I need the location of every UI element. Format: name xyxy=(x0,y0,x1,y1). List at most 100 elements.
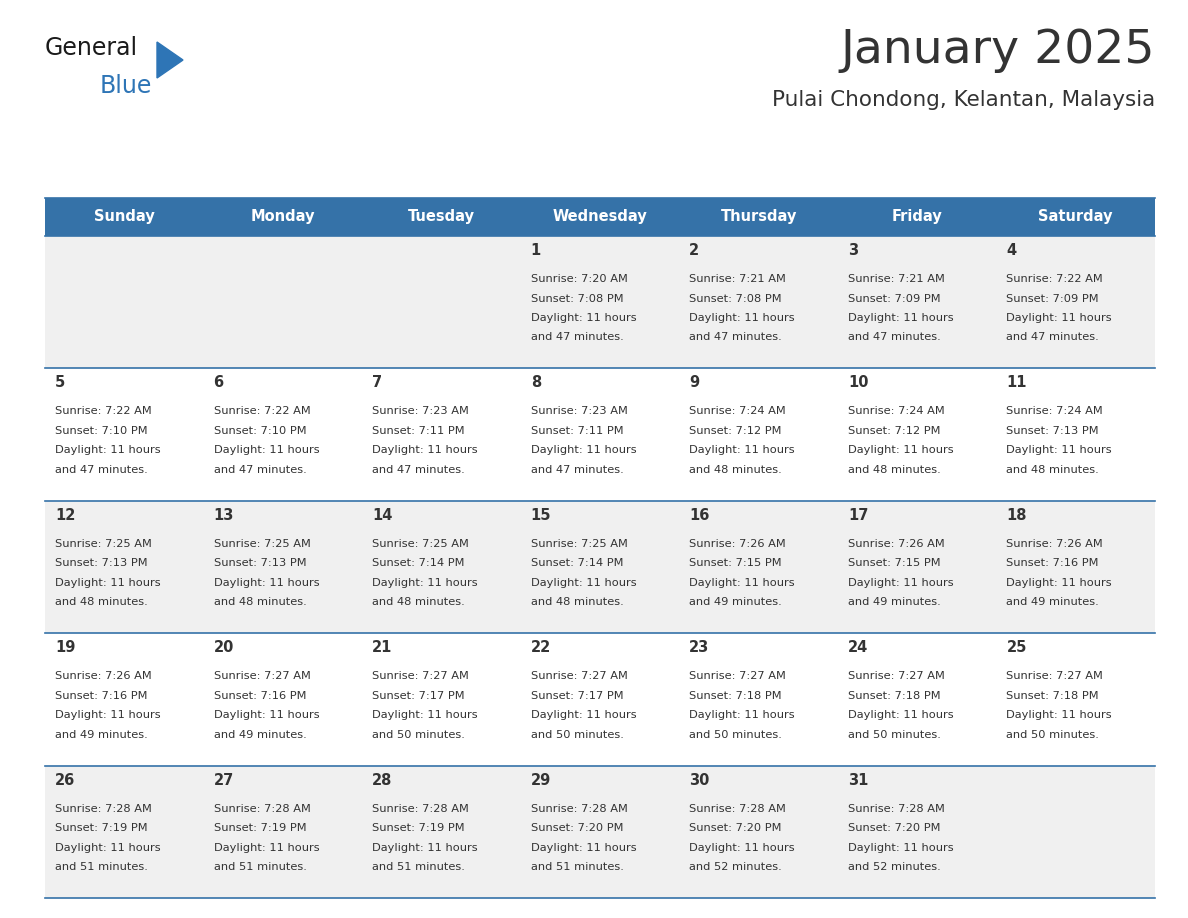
Text: and 50 minutes.: and 50 minutes. xyxy=(531,730,624,740)
Text: Sunrise: 7:28 AM: Sunrise: 7:28 AM xyxy=(531,803,627,813)
Text: Daylight: 11 hours: Daylight: 11 hours xyxy=(531,711,637,721)
Text: and 52 minutes.: and 52 minutes. xyxy=(848,862,941,872)
Text: Sunset: 7:17 PM: Sunset: 7:17 PM xyxy=(531,690,624,700)
Text: and 47 minutes.: and 47 minutes. xyxy=(848,332,941,342)
Bar xyxy=(362,198,520,236)
Text: Thursday: Thursday xyxy=(720,209,797,225)
Text: 19: 19 xyxy=(55,640,75,655)
Text: January 2025: January 2025 xyxy=(840,28,1155,73)
Bar xyxy=(45,368,1155,501)
Bar xyxy=(45,766,1155,898)
Text: 8: 8 xyxy=(531,375,541,390)
Text: 20: 20 xyxy=(214,640,234,655)
Text: and 48 minutes.: and 48 minutes. xyxy=(55,598,147,608)
Text: Sunset: 7:20 PM: Sunset: 7:20 PM xyxy=(531,823,624,834)
Text: Sunset: 7:11 PM: Sunset: 7:11 PM xyxy=(531,426,624,436)
Text: 18: 18 xyxy=(1006,508,1026,522)
Text: Daylight: 11 hours: Daylight: 11 hours xyxy=(689,445,795,455)
Text: Sunset: 7:20 PM: Sunset: 7:20 PM xyxy=(848,823,941,834)
Text: 30: 30 xyxy=(689,773,709,788)
Text: and 49 minutes.: and 49 minutes. xyxy=(214,730,307,740)
Text: Sunrise: 7:28 AM: Sunrise: 7:28 AM xyxy=(55,803,152,813)
Text: Sunset: 7:12 PM: Sunset: 7:12 PM xyxy=(689,426,782,436)
Text: Sunrise: 7:23 AM: Sunrise: 7:23 AM xyxy=(372,407,469,417)
Text: Sunrise: 7:21 AM: Sunrise: 7:21 AM xyxy=(689,274,786,284)
Text: Daylight: 11 hours: Daylight: 11 hours xyxy=(848,445,954,455)
Text: Sunset: 7:14 PM: Sunset: 7:14 PM xyxy=(531,558,624,568)
Text: and 50 minutes.: and 50 minutes. xyxy=(689,730,782,740)
Text: Daylight: 11 hours: Daylight: 11 hours xyxy=(214,843,320,853)
Text: 12: 12 xyxy=(55,508,75,522)
Text: Saturday: Saturday xyxy=(1038,209,1113,225)
Text: Pulai Chondong, Kelantan, Malaysia: Pulai Chondong, Kelantan, Malaysia xyxy=(772,90,1155,110)
Text: 25: 25 xyxy=(1006,640,1026,655)
Text: Blue: Blue xyxy=(100,74,152,98)
Text: Daylight: 11 hours: Daylight: 11 hours xyxy=(848,577,954,588)
Text: Sunrise: 7:22 AM: Sunrise: 7:22 AM xyxy=(214,407,310,417)
Text: and 49 minutes.: and 49 minutes. xyxy=(55,730,147,740)
Text: Sunset: 7:17 PM: Sunset: 7:17 PM xyxy=(372,690,465,700)
Bar xyxy=(838,198,997,236)
Text: Sunrise: 7:27 AM: Sunrise: 7:27 AM xyxy=(848,671,944,681)
Text: 10: 10 xyxy=(848,375,868,390)
Text: 28: 28 xyxy=(372,773,392,788)
Text: Sunset: 7:09 PM: Sunset: 7:09 PM xyxy=(848,294,941,304)
Text: 7: 7 xyxy=(372,375,383,390)
Text: and 47 minutes.: and 47 minutes. xyxy=(689,332,782,342)
Text: Sunset: 7:18 PM: Sunset: 7:18 PM xyxy=(689,690,782,700)
Text: Sunset: 7:13 PM: Sunset: 7:13 PM xyxy=(55,558,147,568)
Text: 9: 9 xyxy=(689,375,700,390)
Text: Tuesday: Tuesday xyxy=(407,209,475,225)
Text: and 48 minutes.: and 48 minutes. xyxy=(214,598,307,608)
Text: Daylight: 11 hours: Daylight: 11 hours xyxy=(55,577,160,588)
Text: Daylight: 11 hours: Daylight: 11 hours xyxy=(1006,711,1112,721)
Text: 29: 29 xyxy=(531,773,551,788)
Bar xyxy=(45,236,1155,368)
Text: Daylight: 11 hours: Daylight: 11 hours xyxy=(214,577,320,588)
Text: Sunset: 7:13 PM: Sunset: 7:13 PM xyxy=(1006,426,1099,436)
Text: Sunset: 7:18 PM: Sunset: 7:18 PM xyxy=(1006,690,1099,700)
Text: and 48 minutes.: and 48 minutes. xyxy=(531,598,624,608)
Text: Sunrise: 7:27 AM: Sunrise: 7:27 AM xyxy=(689,671,786,681)
Text: Sunset: 7:08 PM: Sunset: 7:08 PM xyxy=(531,294,624,304)
Text: Daylight: 11 hours: Daylight: 11 hours xyxy=(848,313,954,323)
Text: and 48 minutes.: and 48 minutes. xyxy=(848,465,941,475)
Text: Sunday: Sunday xyxy=(94,209,154,225)
Text: Sunrise: 7:24 AM: Sunrise: 7:24 AM xyxy=(689,407,786,417)
Text: Daylight: 11 hours: Daylight: 11 hours xyxy=(531,313,637,323)
Text: and 47 minutes.: and 47 minutes. xyxy=(372,465,465,475)
Text: and 47 minutes.: and 47 minutes. xyxy=(1006,332,1099,342)
Text: Daylight: 11 hours: Daylight: 11 hours xyxy=(372,711,478,721)
Text: 16: 16 xyxy=(689,508,709,522)
Text: and 50 minutes.: and 50 minutes. xyxy=(848,730,941,740)
Text: 17: 17 xyxy=(848,508,868,522)
Polygon shape xyxy=(157,42,183,78)
Text: and 47 minutes.: and 47 minutes. xyxy=(55,465,147,475)
Text: 5: 5 xyxy=(55,375,65,390)
Text: Daylight: 11 hours: Daylight: 11 hours xyxy=(1006,577,1112,588)
Text: Sunrise: 7:24 AM: Sunrise: 7:24 AM xyxy=(1006,407,1104,417)
Text: Sunrise: 7:23 AM: Sunrise: 7:23 AM xyxy=(531,407,627,417)
Text: Sunset: 7:11 PM: Sunset: 7:11 PM xyxy=(372,426,465,436)
Text: Sunset: 7:15 PM: Sunset: 7:15 PM xyxy=(689,558,782,568)
Text: 21: 21 xyxy=(372,640,392,655)
Text: and 51 minutes.: and 51 minutes. xyxy=(372,862,465,872)
Bar xyxy=(680,198,838,236)
Text: Daylight: 11 hours: Daylight: 11 hours xyxy=(848,711,954,721)
Text: Sunrise: 7:25 AM: Sunrise: 7:25 AM xyxy=(214,539,310,549)
Text: Friday: Friday xyxy=(892,209,942,225)
Text: Sunrise: 7:27 AM: Sunrise: 7:27 AM xyxy=(1006,671,1104,681)
Text: Sunset: 7:19 PM: Sunset: 7:19 PM xyxy=(214,823,307,834)
Text: Daylight: 11 hours: Daylight: 11 hours xyxy=(55,843,160,853)
Text: and 49 minutes.: and 49 minutes. xyxy=(689,598,782,608)
Text: and 50 minutes.: and 50 minutes. xyxy=(372,730,465,740)
Text: Sunrise: 7:22 AM: Sunrise: 7:22 AM xyxy=(1006,274,1104,284)
Text: Daylight: 11 hours: Daylight: 11 hours xyxy=(531,577,637,588)
Text: Daylight: 11 hours: Daylight: 11 hours xyxy=(848,843,954,853)
Text: Sunrise: 7:28 AM: Sunrise: 7:28 AM xyxy=(689,803,786,813)
Text: Sunrise: 7:26 AM: Sunrise: 7:26 AM xyxy=(689,539,786,549)
Bar xyxy=(520,198,680,236)
Bar xyxy=(45,633,1155,766)
Text: Daylight: 11 hours: Daylight: 11 hours xyxy=(1006,313,1112,323)
Text: 26: 26 xyxy=(55,773,75,788)
